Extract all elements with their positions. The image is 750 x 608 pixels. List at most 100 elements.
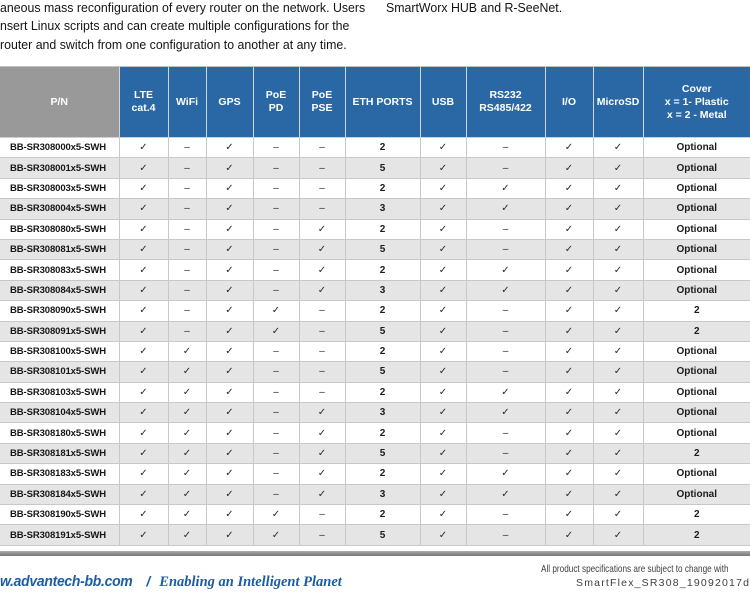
column-header: USB	[419, 66, 466, 138]
value-cell: 5	[345, 443, 421, 465]
check-cell: ✓	[420, 422, 467, 444]
check-cell: ✓	[593, 219, 644, 240]
table-row: BB-SR308091x5-SWH ✓ – ✓ ✓ –5 ✓ – ✓ ✓ 2	[0, 321, 750, 342]
value-cell: 2	[345, 422, 421, 444]
dash-cell: –	[466, 422, 546, 444]
check-cell: ✓	[420, 137, 467, 159]
dash-cell: –	[466, 300, 546, 322]
check-cell: ✓	[593, 361, 644, 383]
table-row: BB-SR308104x5-SWH ✓ ✓ ✓ – ✓ 3 ✓ ✓ ✓ ✓ Optional	[0, 402, 750, 424]
dash-cell: –	[168, 259, 207, 281]
check-cell: ✓	[119, 157, 169, 179]
value-cell: 2	[643, 443, 750, 465]
dash-cell: –	[253, 157, 300, 179]
check-cell: ✓	[299, 219, 346, 240]
dash-cell: –	[253, 219, 300, 240]
check-cell: ✓	[206, 280, 254, 302]
check-cell: ✓	[119, 402, 169, 424]
check-cell: ✓	[593, 402, 644, 424]
part-number-cell: BB-SR308190x5-SWH	[0, 504, 120, 526]
dash-cell: –	[299, 341, 346, 363]
dash-cell: –	[253, 341, 300, 363]
value-cell: Optional	[643, 239, 750, 261]
dash-cell: –	[466, 157, 546, 179]
footer-divider-bar	[0, 551, 750, 556]
check-cell: ✓	[593, 524, 644, 546]
value-cell: 2	[643, 524, 750, 546]
check-cell: ✓	[206, 443, 254, 465]
value-cell: 2	[643, 321, 750, 342]
dash-cell: –	[466, 504, 546, 526]
check-cell: ✓	[593, 178, 644, 200]
column-header: MicroSD	[592, 66, 643, 138]
column-header: LTE cat.4	[118, 66, 168, 138]
dash-cell: –	[466, 239, 546, 261]
check-cell: ✓	[206, 219, 254, 240]
value-cell: 2	[345, 259, 421, 281]
check-cell: ✓	[420, 300, 467, 322]
part-number-cell: BB-SR308003x5-SWH	[0, 178, 120, 200]
check-cell: ✓	[119, 280, 169, 302]
check-cell: ✓	[168, 382, 207, 404]
value-cell: 2	[643, 504, 750, 526]
check-cell: ✓	[593, 239, 644, 261]
check-cell: ✓	[545, 259, 594, 281]
table-row: BB-SR308103x5-SWH ✓ ✓ ✓ – –2 ✓ ✓ ✓ ✓ Optional	[0, 382, 750, 404]
part-number-cell: BB-SR308090x5-SWH	[0, 300, 120, 322]
check-cell: ✓	[206, 422, 254, 444]
check-cell: ✓	[420, 443, 467, 465]
check-cell: ✓	[168, 524, 207, 546]
column-header: I/O	[544, 66, 593, 138]
dash-cell: –	[168, 198, 207, 220]
check-cell: ✓	[168, 422, 207, 444]
check-cell: ✓	[420, 178, 467, 200]
dash-cell: –	[253, 280, 300, 302]
dash-cell: –	[466, 524, 546, 546]
dash-cell: –	[299, 382, 346, 404]
dash-cell: –	[253, 463, 300, 485]
value-cell: 2	[345, 137, 421, 159]
check-cell: ✓	[253, 321, 300, 342]
check-cell: ✓	[545, 239, 594, 261]
intro-paragraph-left: aneous mass reconfiguration of every rou…	[0, 0, 399, 54]
check-cell: ✓	[420, 198, 467, 220]
dash-cell: –	[253, 361, 300, 383]
part-number-cell: BB-SR308004x5-SWH	[0, 198, 120, 220]
check-cell: ✓	[593, 422, 644, 444]
check-cell: ✓	[420, 504, 467, 526]
check-cell: ✓	[119, 484, 169, 506]
brand-tagline: Enabling an Intelligent Planet	[159, 574, 342, 590]
column-header: Cover x = 1- Plastic x = 2 - Metal	[642, 66, 750, 138]
value-cell: Optional	[643, 463, 750, 485]
check-cell: ✓	[545, 361, 594, 383]
check-cell: ✓	[593, 157, 644, 179]
dash-cell: –	[299, 198, 346, 220]
part-number-cell: BB-SR308183x5-SWH	[0, 463, 120, 485]
check-cell: ✓	[119, 219, 169, 240]
check-cell: ✓	[206, 361, 254, 383]
table-row: BB-SR308080x5-SWH ✓ – ✓ – ✓ 2 ✓ – ✓ ✓ Optional	[0, 219, 750, 240]
brand-separator: /	[146, 573, 151, 589]
value-cell: 2	[345, 300, 421, 322]
value-cell: 5	[345, 239, 421, 261]
value-cell: 2	[345, 504, 421, 526]
part-number-cell: BB-SR308080x5-SWH	[0, 219, 120, 240]
dash-cell: –	[253, 402, 300, 424]
table-row: BB-SR308000x5-SWH ✓ – ✓ – –2 ✓ – ✓ ✓ Optional	[0, 137, 750, 159]
check-cell: ✓	[206, 178, 254, 200]
check-cell: ✓	[593, 341, 644, 363]
dash-cell: –	[253, 422, 300, 444]
check-cell: ✓	[420, 341, 467, 363]
table-row: BB-SR308003x5-SWH ✓ – ✓ – –2 ✓ ✓ ✓ ✓ Optional	[0, 178, 750, 200]
dash-cell: –	[253, 484, 300, 506]
website-link[interactable]: w.advantech-bb.com	[0, 573, 133, 590]
check-cell: ✓	[593, 300, 644, 322]
check-cell: ✓	[466, 198, 546, 220]
check-cell: ✓	[593, 321, 644, 342]
check-cell: ✓	[299, 443, 346, 465]
check-cell: ✓	[545, 341, 594, 363]
part-number-cell: BB-SR308001x5-SWH	[0, 157, 120, 179]
part-number-cell: BB-SR308180x5-SWH	[0, 422, 120, 444]
table-row: BB-SR308090x5-SWH ✓ – ✓ ✓ –2 ✓ – ✓ ✓ 2	[0, 300, 750, 322]
